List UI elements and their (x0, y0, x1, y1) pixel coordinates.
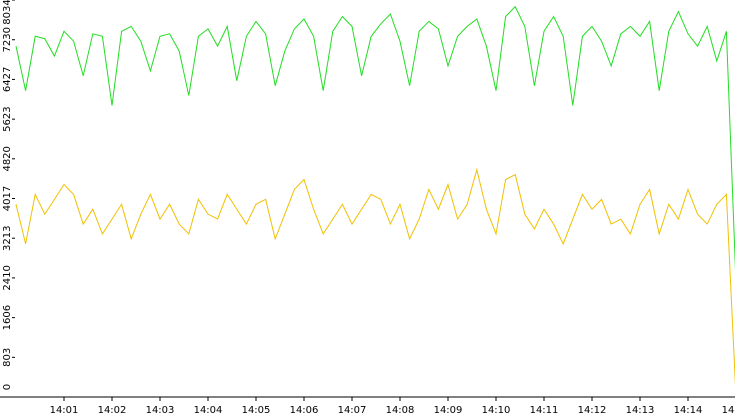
x-tick-label: 14:06 (290, 405, 319, 415)
x-tick-label: 14:15 (722, 405, 735, 415)
x-tick-label: 14:09 (434, 405, 463, 415)
y-tick-label: 4017 (2, 186, 13, 211)
y-tick-label: 2410 (2, 265, 13, 290)
x-tick-label: 14:02 (98, 405, 127, 415)
x-tick-label: 14:01 (50, 405, 79, 415)
x-tick-label: 14:08 (386, 405, 415, 415)
x-tick-label: 14:03 (146, 405, 175, 415)
x-tick-label: 14:04 (194, 405, 223, 415)
x-tick-label: 14:11 (530, 405, 559, 415)
x-tick-label: 14:10 (482, 405, 511, 415)
x-tick-label: 14:13 (626, 405, 655, 415)
y-tick-label: 803 (2, 348, 13, 367)
y-tick-label: 0 (2, 384, 13, 390)
y-tick-label: 3213 (2, 226, 13, 251)
y-tick-label: 1606 (2, 305, 13, 330)
x-tick-label: 14:07 (338, 405, 367, 415)
y-tick-label: 8034 (2, 0, 13, 25)
series-line (15, 5, 735, 271)
series-line (15, 167, 735, 387)
y-tick-label: 4820 (2, 146, 13, 171)
x-tick-label: 14:12 (578, 405, 607, 415)
x-tick-label: 14:14 (674, 405, 703, 415)
y-tick-label: 5623 (2, 106, 13, 131)
y-tick-label: 6427 (2, 67, 13, 92)
y-tick-label: 7230 (2, 27, 13, 52)
x-tick-label: 14:05 (242, 405, 271, 415)
